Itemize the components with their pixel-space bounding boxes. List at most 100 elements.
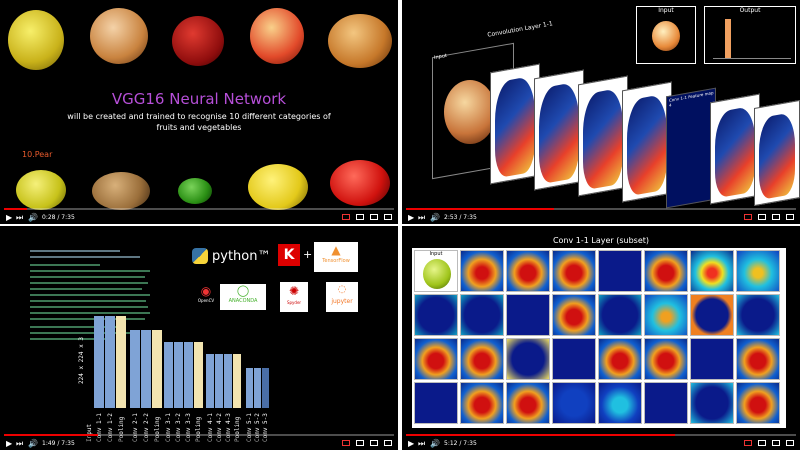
progress-bar[interactable] [406, 208, 796, 210]
output-box-label: Output [739, 7, 761, 14]
autoplay-toggle-icon[interactable] [744, 440, 752, 446]
settings-icon[interactable] [758, 440, 766, 446]
anaconda-logo: ◯ ANACONDA [220, 284, 266, 310]
feature-map-0: Conv 1-1 Feature map 0 [490, 63, 540, 185]
grid-cell-27 [552, 382, 596, 424]
play-icon[interactable]: ▶ [408, 213, 415, 222]
player-controls: ▶ ⏭ 🔊 0:28 / 7:35 [0, 208, 398, 224]
grid-input-fruit [423, 259, 451, 289]
next-icon[interactable]: ⏭ [16, 213, 24, 222]
progress-bar[interactable] [4, 434, 394, 436]
video-player-3[interactable]: python™ K + ▲ TensorFlow ◉ OpenCV ◯ ANAC… [0, 226, 398, 450]
layer-block-pool1 [116, 316, 126, 408]
fruit-onion [90, 8, 148, 64]
python-icon [192, 248, 208, 264]
python-logo: python™ [192, 248, 270, 264]
progress-fill [406, 208, 555, 210]
jupyter-logo: ◌ jupyter [326, 282, 358, 312]
play-icon[interactable]: ▶ [6, 213, 13, 222]
next-icon[interactable]: ⏭ [16, 439, 24, 448]
settings-icon[interactable] [356, 440, 364, 446]
autoplay-toggle-icon[interactable] [342, 440, 350, 446]
feature-map-2: Conv 1-1 Feature map 2 [578, 75, 628, 197]
layer-block-conv4-1 [206, 354, 214, 408]
layer-block-conv1-1 [94, 316, 104, 408]
fruit-pepper [178, 178, 212, 204]
plus-sign: + [303, 248, 313, 261]
feature-map-5: Conv 1-1 Feature map 5 [710, 93, 760, 205]
grid-cell-13 [644, 294, 688, 336]
layer-block-conv4-2 [215, 354, 223, 408]
fruit-apple-yellow [8, 10, 64, 70]
fruit-lemon [248, 164, 308, 210]
miniplayer-icon[interactable] [772, 440, 780, 446]
player-controls: ▶ ⏭ 🔊 1:49 / 7:35 [0, 434, 398, 450]
opencv-logo: ◉ OpenCV [197, 284, 215, 303]
fruit-potato [92, 172, 150, 210]
video-player-4[interactable]: Conv 1-1 Layer (subset) Input [402, 226, 800, 450]
fruit-onion-large [328, 14, 392, 68]
next-icon[interactable]: ⏭ [418, 439, 426, 448]
fruit-pomegranate [172, 16, 224, 66]
grid-cell-9 [460, 294, 504, 336]
layer-block-pool4 [233, 354, 241, 408]
miniplayer-icon[interactable] [772, 214, 780, 220]
keras-logo: K [278, 244, 300, 266]
progress-bar[interactable] [4, 208, 394, 210]
grid-cell-23 [736, 338, 780, 380]
layer-block-pool2 [152, 330, 162, 408]
fullscreen-icon[interactable] [384, 214, 392, 220]
feature-map-6 [754, 99, 800, 207]
feature-map-3: Conv 1-1 Feature map 3 [622, 81, 672, 203]
video-player-1[interactable]: VGG16 Neural Network will be created and… [0, 0, 398, 224]
grid-cell-5 [644, 250, 688, 292]
fruit-apple-red [250, 8, 304, 64]
grid-cell-21 [644, 338, 688, 380]
progress-bar[interactable] [406, 434, 796, 436]
tensorflow-logo: ▲ TensorFlow [314, 242, 358, 272]
feature-grid: Input [412, 248, 786, 428]
autoplay-toggle-icon[interactable] [342, 214, 350, 220]
grid-cell-3 [552, 250, 596, 292]
grid-cell-7 [736, 250, 780, 292]
layer-block-conv2-1 [130, 330, 140, 408]
fullscreen-icon[interactable] [384, 440, 392, 446]
fullscreen-icon[interactable] [786, 214, 794, 220]
settings-icon[interactable] [356, 214, 364, 220]
output-axis [713, 58, 791, 59]
progress-fill [406, 434, 676, 436]
volume-icon[interactable]: 🔊 [430, 439, 440, 448]
grid-cell-8 [414, 294, 458, 336]
grid-cell-25 [460, 382, 504, 424]
time-display: 1:49 / 7:35 [42, 440, 75, 447]
progress-fill [4, 434, 98, 436]
video-player-2[interactable]: Input Output Convolution Layer 1-1 Input… [402, 0, 800, 224]
feature-map-1: Conv 1-1 Feature map 1 [534, 69, 584, 191]
volume-icon[interactable]: 🔊 [28, 213, 38, 222]
layer-block-conv5-3 [262, 368, 269, 408]
settings-icon[interactable] [758, 214, 766, 220]
category-label: 10.Pear [22, 150, 53, 159]
progress-fill [4, 208, 28, 210]
play-icon[interactable]: ▶ [6, 439, 13, 448]
autoplay-toggle-icon[interactable] [744, 214, 752, 220]
input-fruit-image [652, 21, 680, 51]
grid-cell-12 [598, 294, 642, 336]
player-controls: ▶ ⏭ 🔊 2:53 / 7:35 [402, 208, 800, 224]
grid-cell-2 [506, 250, 550, 292]
volume-icon[interactable]: 🔊 [28, 439, 38, 448]
volume-icon[interactable]: 🔊 [430, 213, 440, 222]
player-controls: ▶ ⏭ 🔊 5:12 / 7:35 [402, 434, 800, 450]
fullscreen-icon[interactable] [786, 440, 794, 446]
input-box-label: Input [658, 7, 674, 14]
grid-cell-26 [506, 382, 550, 424]
input-dim-label: 224 x 224 x 3 [78, 337, 85, 384]
miniplayer-icon[interactable] [370, 440, 378, 446]
grid-cell-4 [598, 250, 642, 292]
next-icon[interactable]: ⏭ [418, 213, 426, 222]
grid-cell-24 [414, 382, 458, 424]
miniplayer-icon[interactable] [370, 214, 378, 220]
code-editor [10, 246, 170, 346]
play-icon[interactable]: ▶ [408, 439, 415, 448]
grid-cell-17 [460, 338, 504, 380]
